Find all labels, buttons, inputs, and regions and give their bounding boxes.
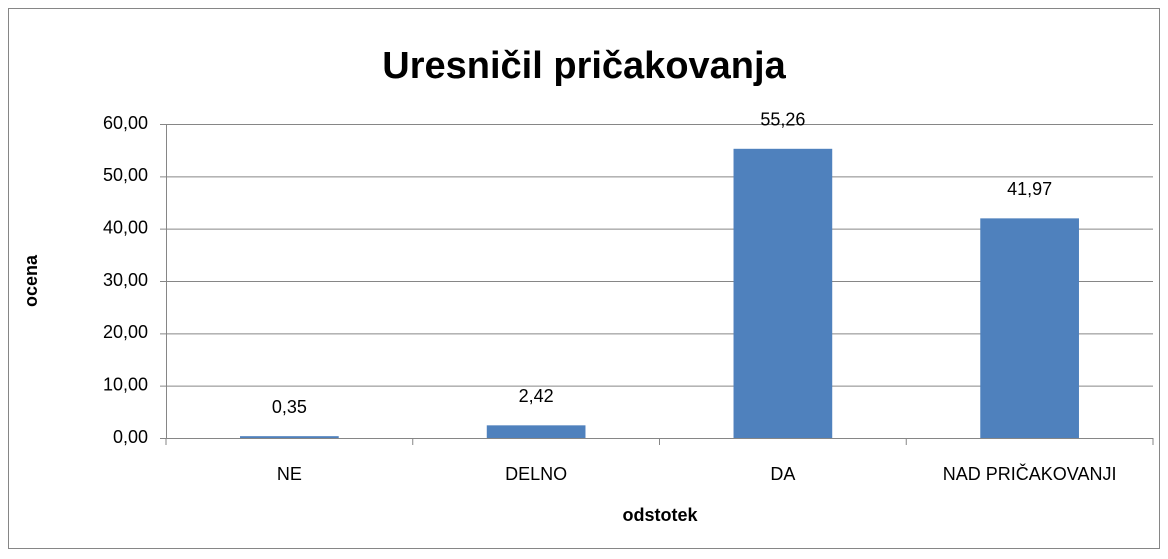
y-tick-label: 60,00 — [103, 113, 148, 133]
y-axis-title: ocena — [21, 254, 41, 307]
y-tick-label: 40,00 — [103, 217, 148, 237]
y-tick-label: 10,00 — [103, 374, 148, 394]
bar — [980, 218, 1079, 438]
y-tick-label: 0,00 — [113, 427, 148, 447]
data-label: 55,26 — [760, 110, 805, 130]
x-tick-label: DELNO — [505, 464, 567, 484]
x-tick-label: DA — [770, 464, 795, 484]
y-tick-label: 20,00 — [103, 322, 148, 342]
chart-border — [8, 8, 1160, 549]
y-tick-label: 50,00 — [103, 165, 148, 185]
bar — [240, 436, 339, 438]
chart-title: Uresničil pričakovanja — [382, 45, 786, 87]
bar — [486, 425, 586, 438]
x-tick-label: NAD PRIČAKOVANJI — [943, 463, 1117, 484]
y-tick-label: 30,00 — [103, 270, 148, 290]
x-tick-label: NE — [277, 464, 302, 484]
data-label: 2,42 — [519, 386, 554, 406]
x-axis-title: odstotek — [622, 505, 698, 525]
data-label: 0,35 — [272, 397, 307, 417]
data-label: 41,97 — [1007, 179, 1052, 199]
bar — [733, 148, 833, 438]
